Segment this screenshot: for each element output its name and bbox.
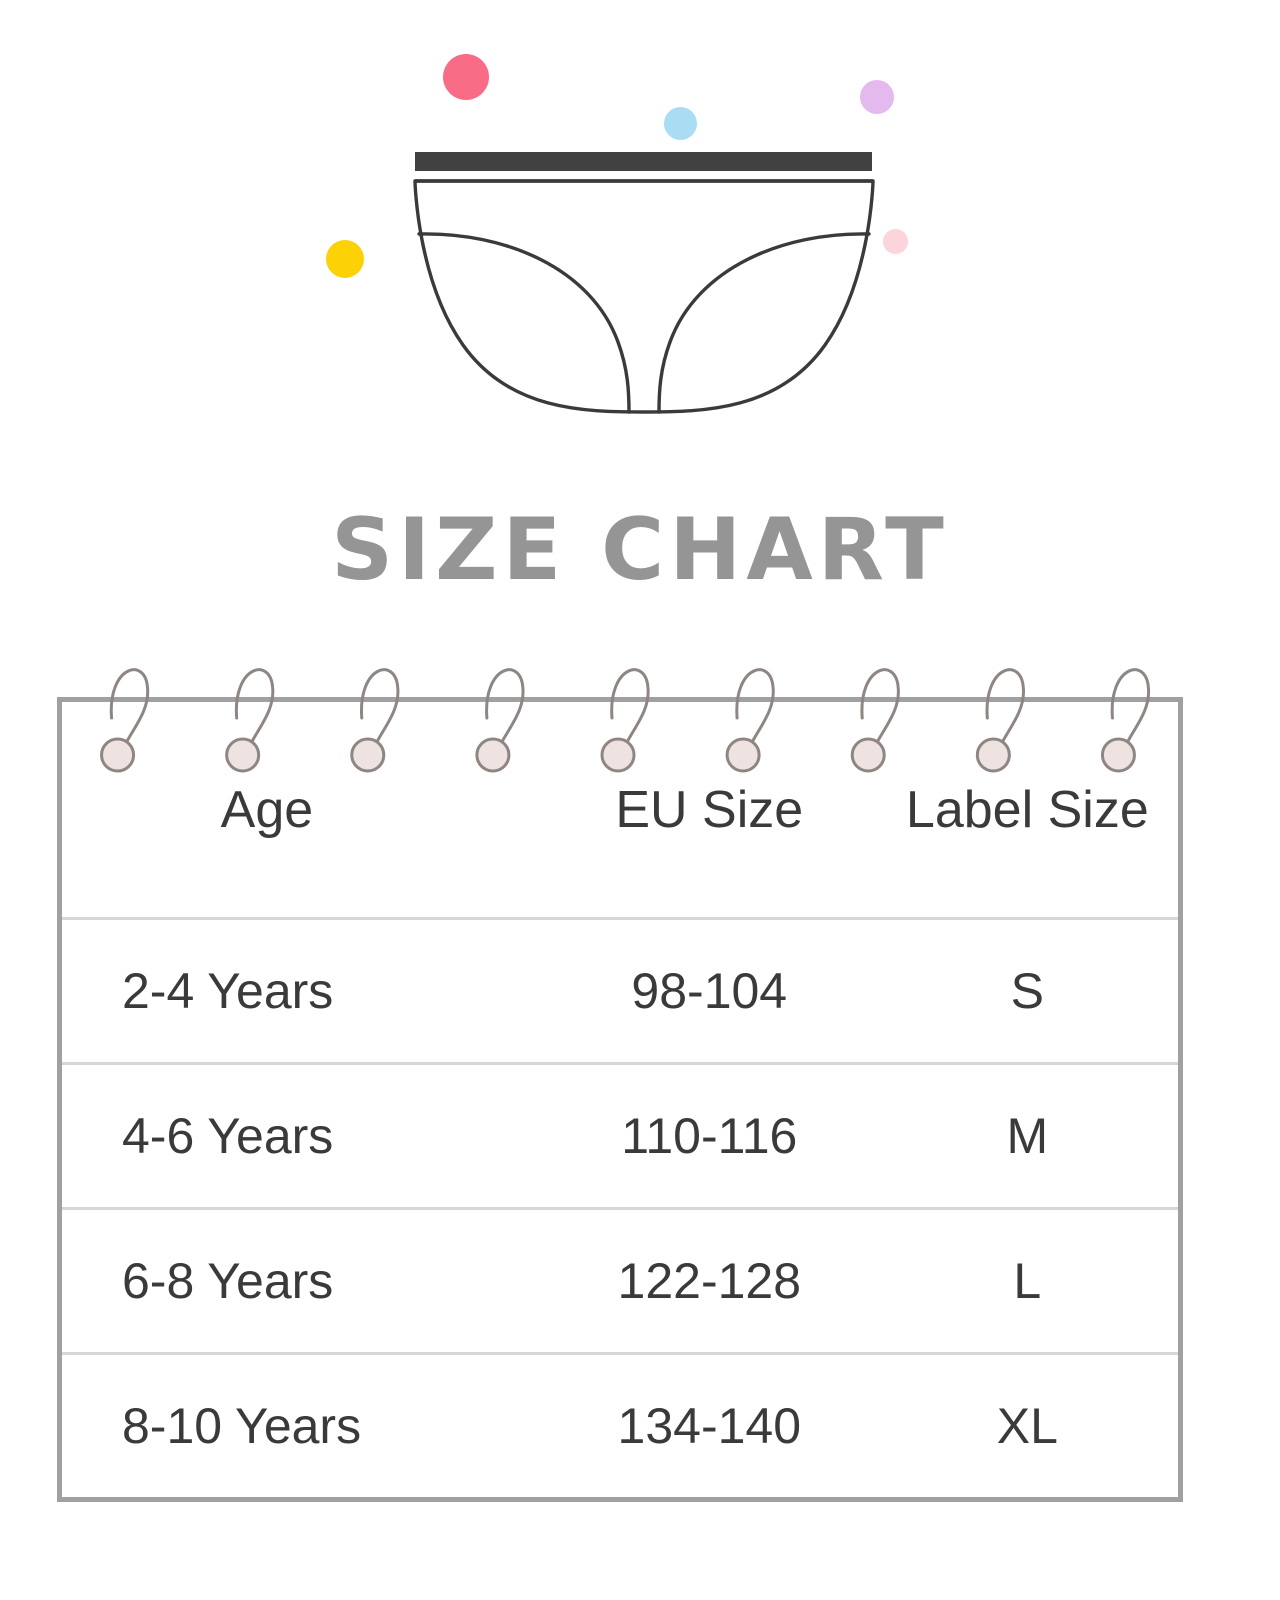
waistband-bar <box>415 152 872 171</box>
cell-label-size: S <box>876 918 1178 1065</box>
leg-opening-left <box>417 232 631 414</box>
cell-eu-size: 110-116 <box>541 1063 877 1210</box>
table-body: 2-4 Years 98-104 S 4-6 Years 110-116 M 6… <box>62 918 1178 1498</box>
table-row: 6-8 Years 122-128 L <box>62 1208 1178 1355</box>
table-row: 2-4 Years 98-104 S <box>62 918 1178 1065</box>
size-chart-table: Age EU Size Label Size 2-4 Years 98-104 … <box>62 702 1178 1497</box>
cell-label-size: M <box>876 1063 1178 1210</box>
cell-age: 6-8 Years <box>62 1208 542 1355</box>
confetti-dot-pale-pink <box>883 229 908 254</box>
underwear-panty-illustration <box>405 140 885 430</box>
cell-label-size: XL <box>996 1398 1058 1454</box>
leg-opening-right <box>657 232 871 414</box>
table-row: 4-6 Years 110-116 M <box>62 1063 1178 1210</box>
confetti-dot-purple <box>860 80 894 114</box>
cell-eu-size: 134-140 <box>617 1398 802 1454</box>
table-row: 8-10 Years 134-140 XL <box>62 1354 1178 1498</box>
table-header-row: Age EU Size Label Size <box>62 702 1178 920</box>
column-header-age: Age <box>62 702 542 920</box>
page-title: SIZE CHART <box>331 500 949 600</box>
column-header-label-size: Label Size <box>876 702 1178 920</box>
confetti-dot-coral <box>443 54 489 100</box>
size-chart-table-container: Age EU Size Label Size 2-4 Years 98-104 … <box>57 697 1183 1502</box>
cell-age: 4-6 Years <box>62 1063 542 1210</box>
cell-label-size: L <box>876 1208 1178 1355</box>
table-header: Age EU Size Label Size <box>62 702 1178 920</box>
confetti-dot-yellow <box>326 240 364 278</box>
column-header-eu-size: EU Size <box>541 702 877 920</box>
cell-eu-size: 122-128 <box>541 1208 877 1355</box>
cell-age: 8-10 Years <box>122 1398 362 1454</box>
confetti-dot-light-blue <box>664 107 697 140</box>
cell-eu-size: 98-104 <box>541 918 877 1065</box>
panty-outline <box>413 179 875 414</box>
cell-age: 2-4 Years <box>62 918 542 1065</box>
